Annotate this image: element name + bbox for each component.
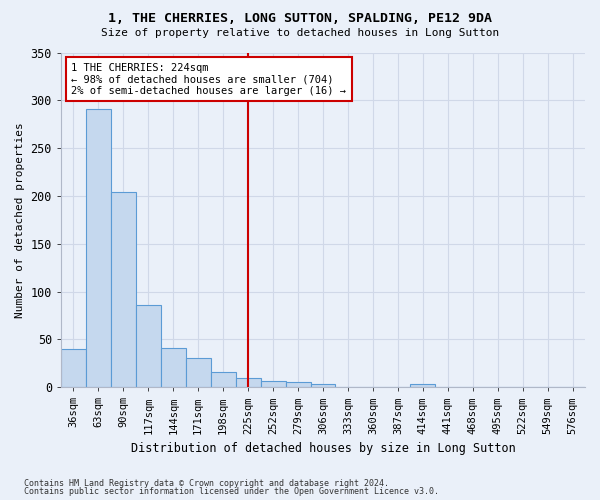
Text: 1 THE CHERRIES: 224sqm
← 98% of detached houses are smaller (704)
2% of semi-det: 1 THE CHERRIES: 224sqm ← 98% of detached… [71, 62, 346, 96]
Bar [286, 382, 311, 387]
Bar [161, 348, 186, 387]
Y-axis label: Number of detached properties: Number of detached properties [15, 122, 25, 318]
Bar [86, 109, 111, 387]
Text: Contains public sector information licensed under the Open Government Licence v3: Contains public sector information licen… [24, 487, 439, 496]
Text: Contains HM Land Registry data © Crown copyright and database right 2024.: Contains HM Land Registry data © Crown c… [24, 478, 389, 488]
Bar [311, 384, 335, 387]
Bar [260, 382, 286, 387]
Bar [61, 349, 86, 387]
Text: Size of property relative to detached houses in Long Sutton: Size of property relative to detached ho… [101, 28, 499, 38]
X-axis label: Distribution of detached houses by size in Long Sutton: Distribution of detached houses by size … [131, 442, 515, 455]
Bar [136, 305, 161, 387]
Bar [111, 192, 136, 387]
Bar [236, 378, 260, 387]
Bar [410, 384, 435, 387]
Bar [186, 358, 211, 387]
Text: 1, THE CHERRIES, LONG SUTTON, SPALDING, PE12 9DA: 1, THE CHERRIES, LONG SUTTON, SPALDING, … [108, 12, 492, 26]
Bar [211, 372, 236, 387]
